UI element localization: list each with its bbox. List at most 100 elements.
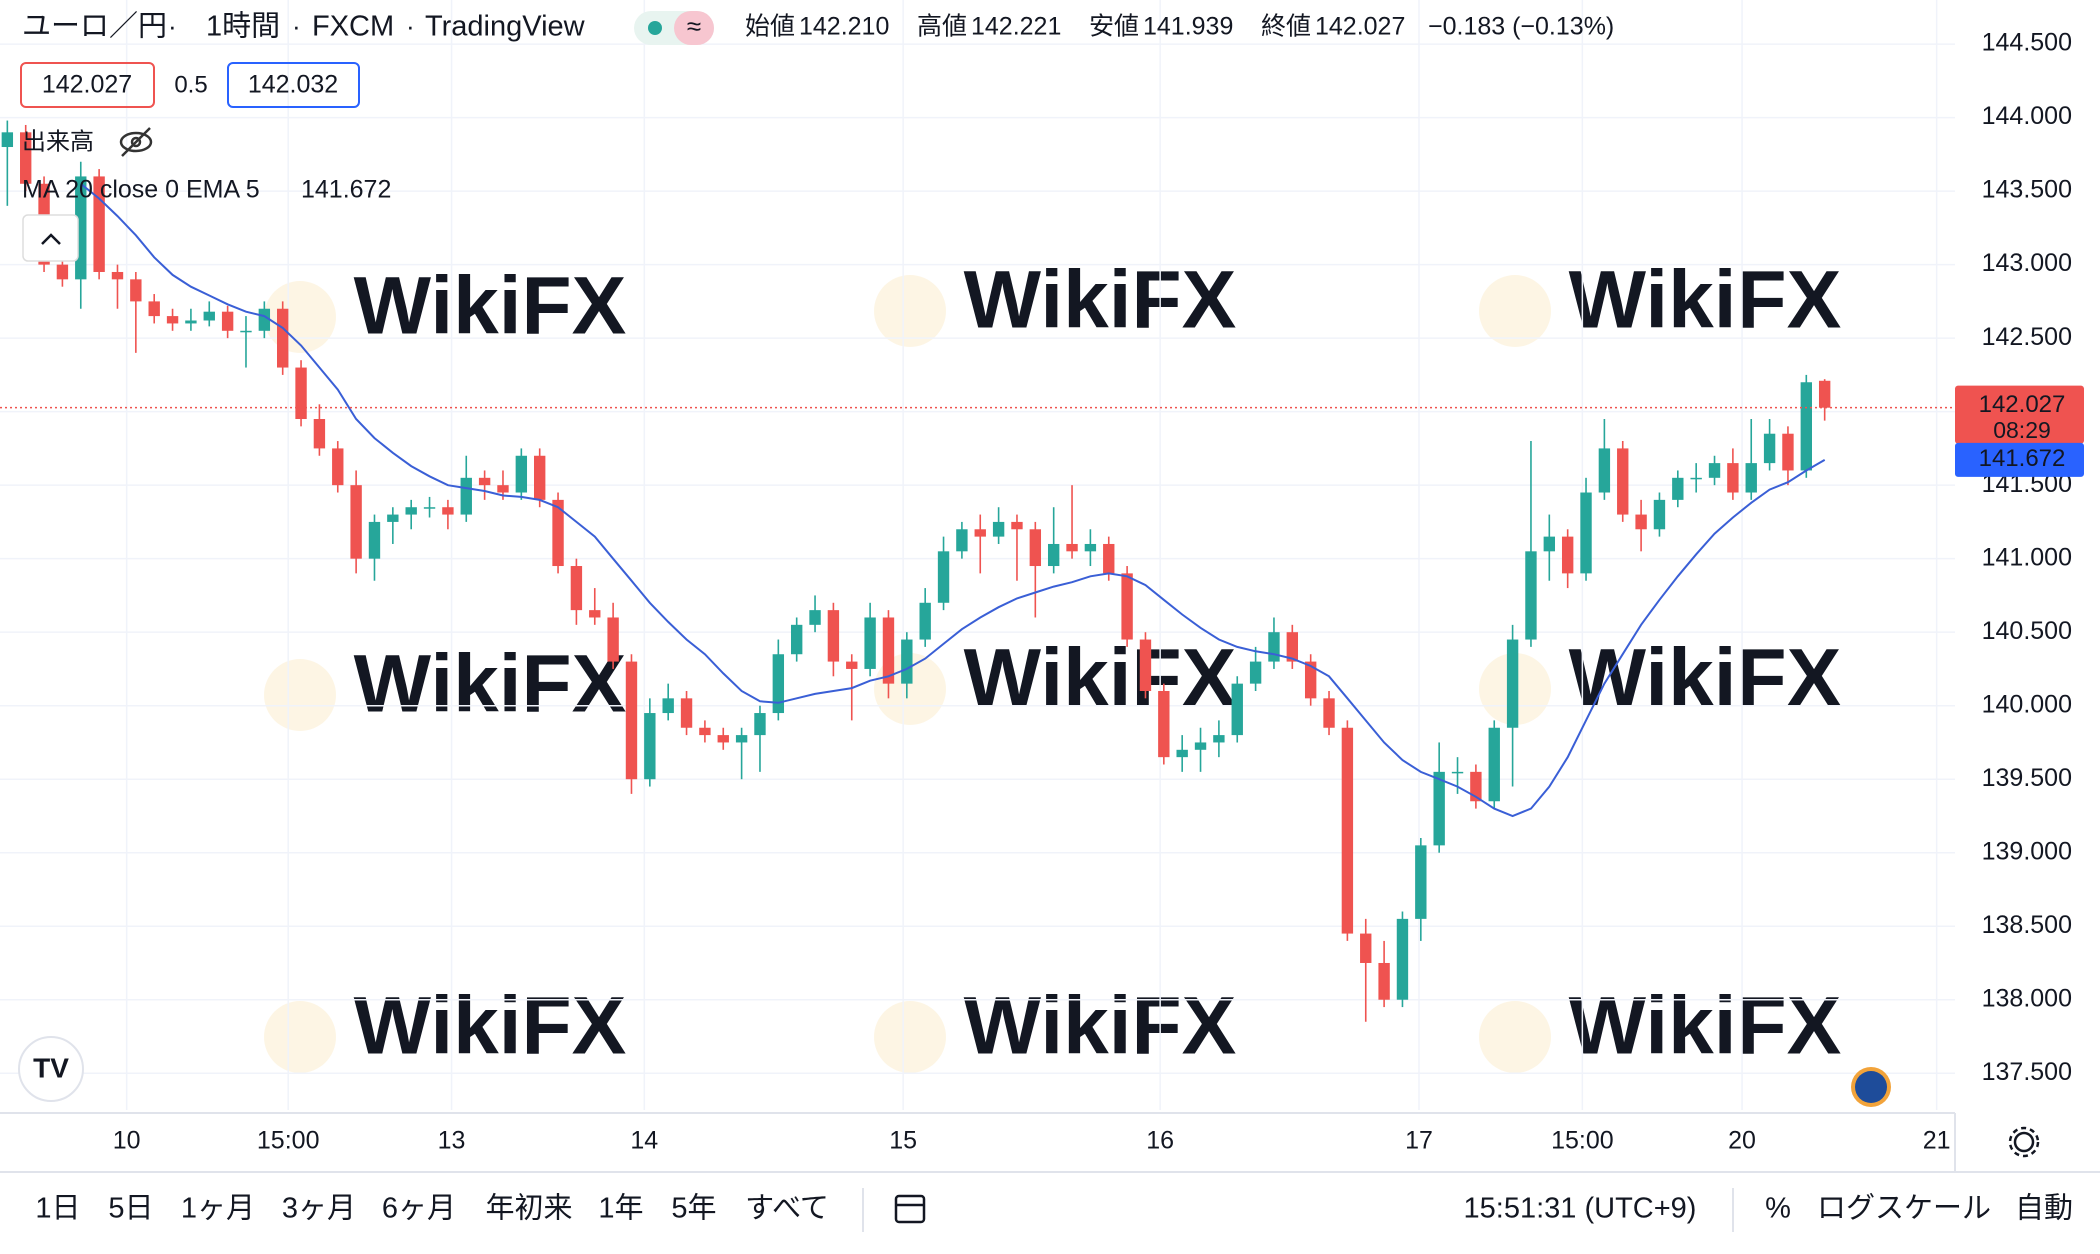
interval: 1時間 bbox=[206, 10, 280, 43]
candle-body bbox=[478, 477, 491, 486]
candle-body bbox=[809, 610, 821, 625]
y-tick-label: 143.000 bbox=[1982, 249, 2072, 277]
bid: 142.027 bbox=[42, 71, 132, 99]
watermark: WikiFX bbox=[1569, 255, 1842, 346]
candle-body bbox=[644, 713, 656, 780]
candle-body bbox=[1047, 543, 1060, 567]
x-tick-label: 15:00 bbox=[1551, 1127, 1614, 1155]
candle-body bbox=[1433, 771, 1445, 846]
candle-body bbox=[1580, 492, 1592, 574]
indicator-value: 141.672 bbox=[301, 176, 391, 204]
ema-badge-label: 141.672 bbox=[1979, 445, 2066, 472]
candle-body bbox=[846, 661, 858, 669]
range-button[interactable]: 1日 bbox=[35, 1193, 80, 1225]
watermark-logo bbox=[874, 1001, 946, 1073]
x-tick-label: 20 bbox=[1728, 1127, 1756, 1155]
watermark-logo bbox=[1479, 275, 1551, 347]
x-tick-label: 10 bbox=[113, 1127, 141, 1155]
range-button[interactable]: 5年 bbox=[671, 1192, 716, 1225]
ema-line bbox=[80, 183, 1826, 818]
candle-body bbox=[423, 507, 436, 509]
ohlc-label: 安値 bbox=[1089, 13, 1139, 41]
tv-logo[interactable] bbox=[18, 1036, 84, 1102]
log-toggle[interactable]: ログスケール bbox=[1817, 1192, 1991, 1225]
range-button[interactable]: 1年 bbox=[598, 1192, 643, 1225]
volume-label: 出来高 bbox=[22, 128, 94, 155]
candle-body bbox=[1304, 661, 1317, 699]
watermark: WikiFX bbox=[1569, 633, 1842, 724]
candle-body bbox=[20, 132, 32, 184]
range-button[interactable]: 6ヶ月 bbox=[382, 1193, 456, 1225]
date-range-icon[interactable] bbox=[894, 1194, 926, 1224]
clock: 15:51:31 (UTC+9) bbox=[1464, 1193, 1697, 1225]
candle-body bbox=[1341, 727, 1354, 934]
watermark-logo bbox=[264, 659, 336, 731]
candle-body bbox=[772, 654, 785, 714]
candle-body bbox=[368, 521, 381, 559]
candle-body bbox=[1249, 661, 1262, 684]
candle-body bbox=[497, 485, 509, 493]
x-tick-label: 14 bbox=[630, 1127, 658, 1155]
range-button[interactable]: 年初来 bbox=[485, 1192, 572, 1225]
candle-body bbox=[258, 308, 271, 331]
x-tick-label: 15 bbox=[889, 1127, 917, 1155]
y-tick-label: 139.000 bbox=[1982, 837, 2072, 865]
candle-body bbox=[1360, 933, 1372, 963]
range-button[interactable]: すべて bbox=[745, 1193, 829, 1225]
candle-body bbox=[1268, 632, 1280, 662]
platform: TradingView bbox=[425, 11, 586, 43]
dot: · bbox=[168, 11, 177, 41]
candle-body bbox=[607, 617, 619, 662]
y-tick-label: 141.000 bbox=[1982, 543, 2072, 571]
watermark: WikiFX bbox=[1569, 981, 1842, 1072]
watermarks: WikiFX WikiFX WikiFX WikiFX WikiFX WikiFX Wiki… bbox=[264, 255, 1841, 1073]
ema-badge bbox=[1955, 442, 2084, 477]
candle-body bbox=[1084, 543, 1097, 552]
collapse-button[interactable] bbox=[22, 214, 79, 262]
range-button[interactable]: 5日 bbox=[108, 1193, 153, 1225]
candle-body bbox=[313, 419, 326, 449]
watermark-logo bbox=[1479, 1001, 1551, 1073]
auto-toggle[interactable]: 自動 bbox=[2015, 1192, 2073, 1225]
candle-body bbox=[699, 727, 711, 736]
candle-body bbox=[1745, 463, 1757, 493]
ask-box[interactable] bbox=[227, 62, 360, 108]
candle-body bbox=[717, 735, 729, 743]
candle-body bbox=[680, 698, 693, 728]
candle-body bbox=[1066, 543, 1078, 552]
x-tick-label: 16 bbox=[1146, 1127, 1174, 1155]
last-price-label: 142.027 bbox=[1979, 391, 2066, 418]
candle-body bbox=[919, 602, 931, 640]
ohlc-value: 141.939 bbox=[1143, 13, 1233, 41]
watermark: WikiFX bbox=[964, 255, 1237, 346]
candle-body bbox=[956, 529, 968, 552]
watermark-logo bbox=[874, 275, 946, 347]
y-tick-label: 140.500 bbox=[1982, 617, 2072, 645]
candle-body bbox=[1231, 683, 1243, 736]
settings-icon[interactable] bbox=[2008, 1126, 2040, 1158]
market-open-dot bbox=[648, 21, 662, 35]
watermark: WikiFX bbox=[964, 633, 1237, 724]
hide-icon[interactable] bbox=[119, 127, 153, 157]
ohlc-label: 高値 bbox=[917, 13, 967, 41]
candle-body bbox=[1323, 698, 1335, 728]
candle-body bbox=[1213, 735, 1225, 743]
candle-body bbox=[56, 264, 69, 280]
x-tick-label: 21 bbox=[1923, 1127, 1951, 1155]
percent-toggle[interactable]: % bbox=[1765, 1193, 1791, 1225]
candle-body bbox=[1139, 639, 1152, 691]
candle-body bbox=[992, 521, 1005, 537]
candle-body bbox=[185, 320, 197, 324]
candle-body bbox=[405, 507, 417, 515]
candle-body bbox=[882, 617, 895, 684]
range-button[interactable]: 1ヶ月 bbox=[181, 1193, 255, 1225]
ohlc-value: 142.027 bbox=[1315, 13, 1405, 41]
candle-body bbox=[1506, 639, 1519, 728]
candle-body bbox=[1818, 380, 1831, 408]
source: FXCM bbox=[312, 11, 394, 43]
bid-box[interactable] bbox=[20, 62, 155, 108]
candle-body bbox=[625, 661, 638, 780]
candle-body bbox=[93, 176, 105, 272]
candle-body bbox=[1598, 448, 1611, 493]
range-button[interactable]: 3ヶ月 bbox=[282, 1193, 356, 1225]
